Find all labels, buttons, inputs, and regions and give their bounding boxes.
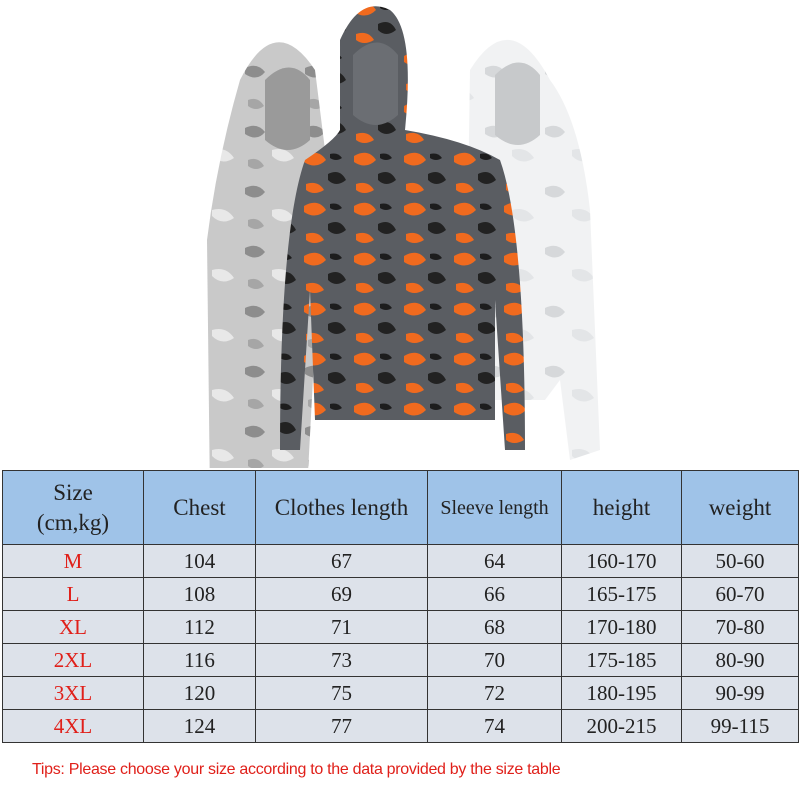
table-row: 2XL 116 73 70 175-185 80-90 — [2, 643, 799, 677]
cell-chest: 124 — [143, 709, 256, 743]
cell-clothes-length: 73 — [255, 643, 428, 677]
table-row: XL 112 71 68 170-180 70-80 — [2, 610, 799, 644]
header-clothes-length: Clothes length — [255, 470, 428, 545]
cell-chest: 104 — [143, 544, 256, 578]
cell-sleeve-length: 68 — [427, 610, 562, 644]
cell-sleeve-length: 66 — [427, 577, 562, 611]
cell-sleeve-length: 72 — [427, 676, 562, 710]
header-height: height — [561, 470, 682, 545]
cell-clothes-length: 69 — [255, 577, 428, 611]
cell-sleeve-length: 64 — [427, 544, 562, 578]
cell-size: 3XL — [2, 676, 144, 710]
header-size-line1: Size — [53, 479, 93, 505]
header-weight: weight — [681, 470, 799, 545]
cell-sleeve-length: 70 — [427, 643, 562, 677]
header-size-line2: (cm,kg) — [36, 509, 110, 535]
header-sleeve-length: Sleeve length — [427, 470, 562, 545]
cell-height: 160-170 — [561, 544, 682, 578]
cell-weight: 99-115 — [681, 709, 799, 743]
cell-height: 200-215 — [561, 709, 682, 743]
cell-height: 180-195 — [561, 676, 682, 710]
size-table: Size (cm,kg) Chest Clothes length Sleeve … — [2, 470, 799, 743]
cell-chest: 120 — [143, 676, 256, 710]
cell-size: M — [2, 544, 144, 578]
table-header-row: Size (cm,kg) Chest Clothes length Sleeve … — [2, 470, 799, 545]
table-row: M 104 67 64 160-170 50-60 — [2, 544, 799, 578]
cell-clothes-length: 67 — [255, 544, 428, 578]
cell-weight: 80-90 — [681, 643, 799, 677]
cell-clothes-length: 71 — [255, 610, 428, 644]
cell-clothes-length: 75 — [255, 676, 428, 710]
cell-weight: 60-70 — [681, 577, 799, 611]
table-row: L 108 69 66 165-175 60-70 — [2, 577, 799, 611]
cell-size: L — [2, 577, 144, 611]
product-photo — [207, 6, 600, 468]
cell-chest: 112 — [143, 610, 256, 644]
cell-chest: 108 — [143, 577, 256, 611]
cell-height: 175-185 — [561, 643, 682, 677]
cell-chest: 116 — [143, 643, 256, 677]
cell-weight: 90-99 — [681, 676, 799, 710]
cell-height: 170-180 — [561, 610, 682, 644]
cell-size: 2XL — [2, 643, 144, 677]
orange-camo-hoodie — [280, 6, 525, 450]
header-size: Size (cm,kg) — [2, 470, 144, 545]
cell-weight: 70-80 — [681, 610, 799, 644]
cell-clothes-length: 77 — [255, 709, 428, 743]
cell-height: 165-175 — [561, 577, 682, 611]
table-row: 3XL 120 75 72 180-195 90-99 — [2, 676, 799, 710]
size-tip: Tips: Please choose your size according … — [32, 761, 561, 778]
cell-size: XL — [2, 610, 144, 644]
table-row: 4XL 124 77 74 200-215 99-115 — [2, 709, 799, 743]
cell-sleeve-length: 74 — [427, 709, 562, 743]
header-chest: Chest — [143, 470, 256, 545]
cell-size: 4XL — [2, 709, 144, 743]
cell-weight: 50-60 — [681, 544, 799, 578]
